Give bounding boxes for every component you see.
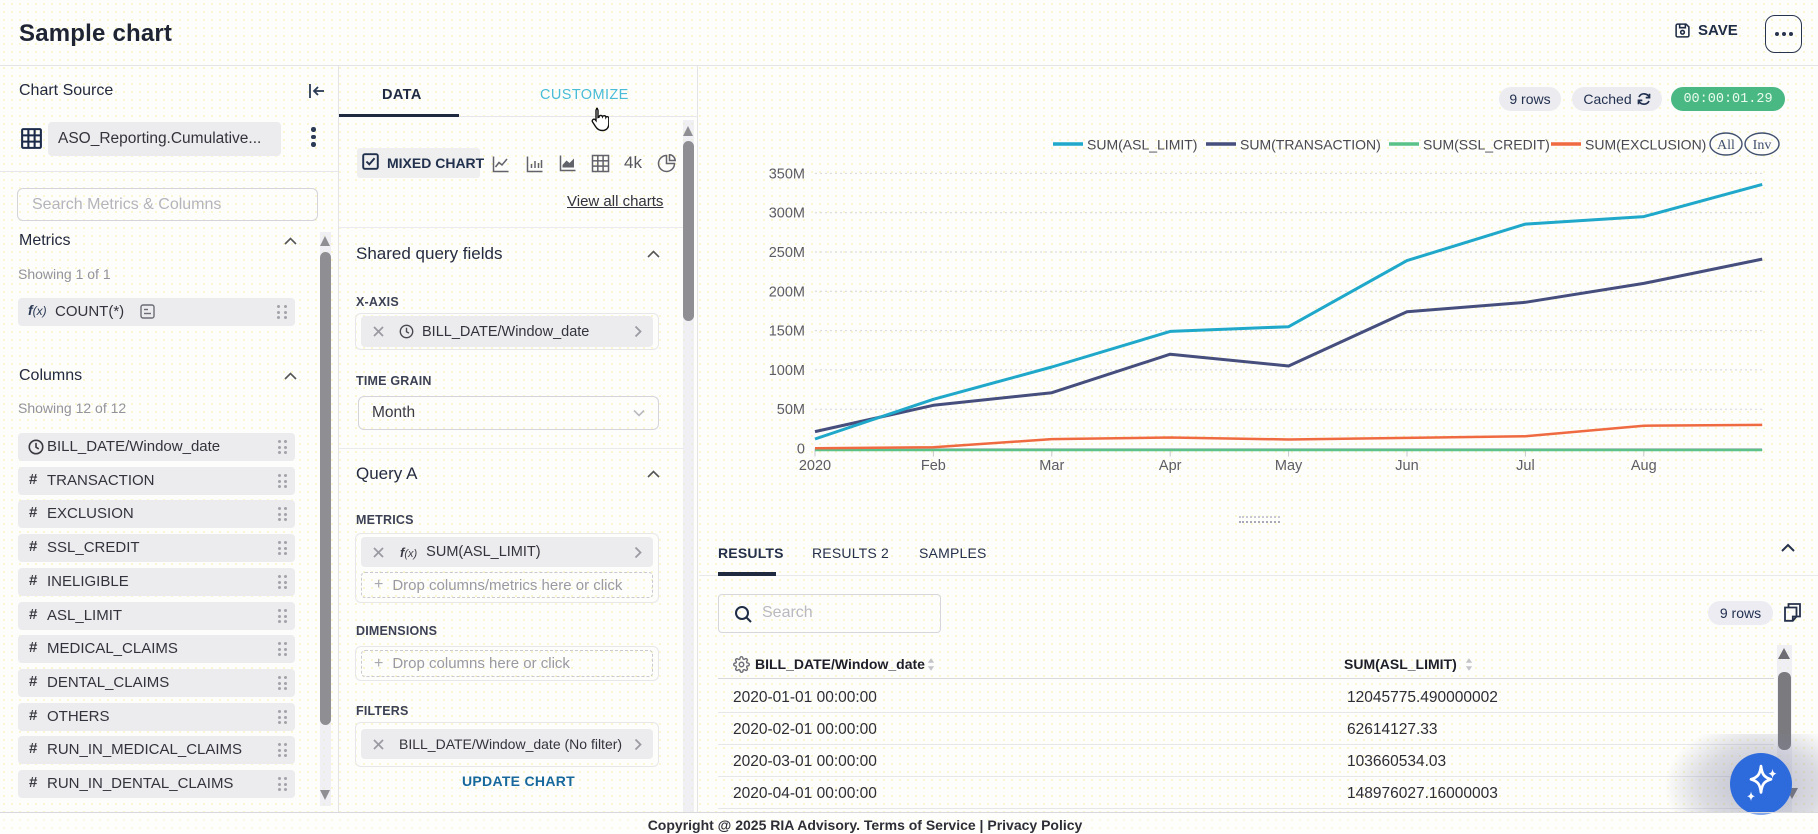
- svg-text:Jul: Jul: [1516, 458, 1535, 474]
- svg-text:350M: 350M: [769, 166, 805, 182]
- svg-text:300M: 300M: [769, 206, 805, 222]
- svg-text:150M: 150M: [769, 324, 805, 340]
- svg-text:Inv: Inv: [1753, 138, 1772, 153]
- svg-text:100M: 100M: [769, 363, 805, 379]
- svg-text:Jun: Jun: [1395, 458, 1418, 474]
- svg-text:0: 0: [797, 442, 805, 458]
- svg-text:SUM(EXCLUSION): SUM(EXCLUSION): [1585, 137, 1706, 153]
- svg-text:200M: 200M: [769, 284, 805, 300]
- svg-text:Aug: Aug: [1631, 458, 1657, 474]
- svg-text:Feb: Feb: [921, 458, 946, 474]
- svg-text:Mar: Mar: [1039, 458, 1064, 474]
- svg-text:SUM(SSL_CREDIT): SUM(SSL_CREDIT): [1423, 137, 1550, 153]
- svg-text:SUM(TRANSACTION): SUM(TRANSACTION): [1240, 137, 1381, 153]
- svg-text:50M: 50M: [777, 402, 805, 418]
- svg-text:250M: 250M: [769, 245, 805, 261]
- svg-text:2020: 2020: [799, 458, 831, 474]
- svg-text:May: May: [1275, 458, 1303, 474]
- svg-text:All: All: [1717, 138, 1735, 153]
- svg-text:SUM(ASL_LIMIT): SUM(ASL_LIMIT): [1087, 137, 1197, 153]
- svg-text:Apr: Apr: [1159, 458, 1182, 474]
